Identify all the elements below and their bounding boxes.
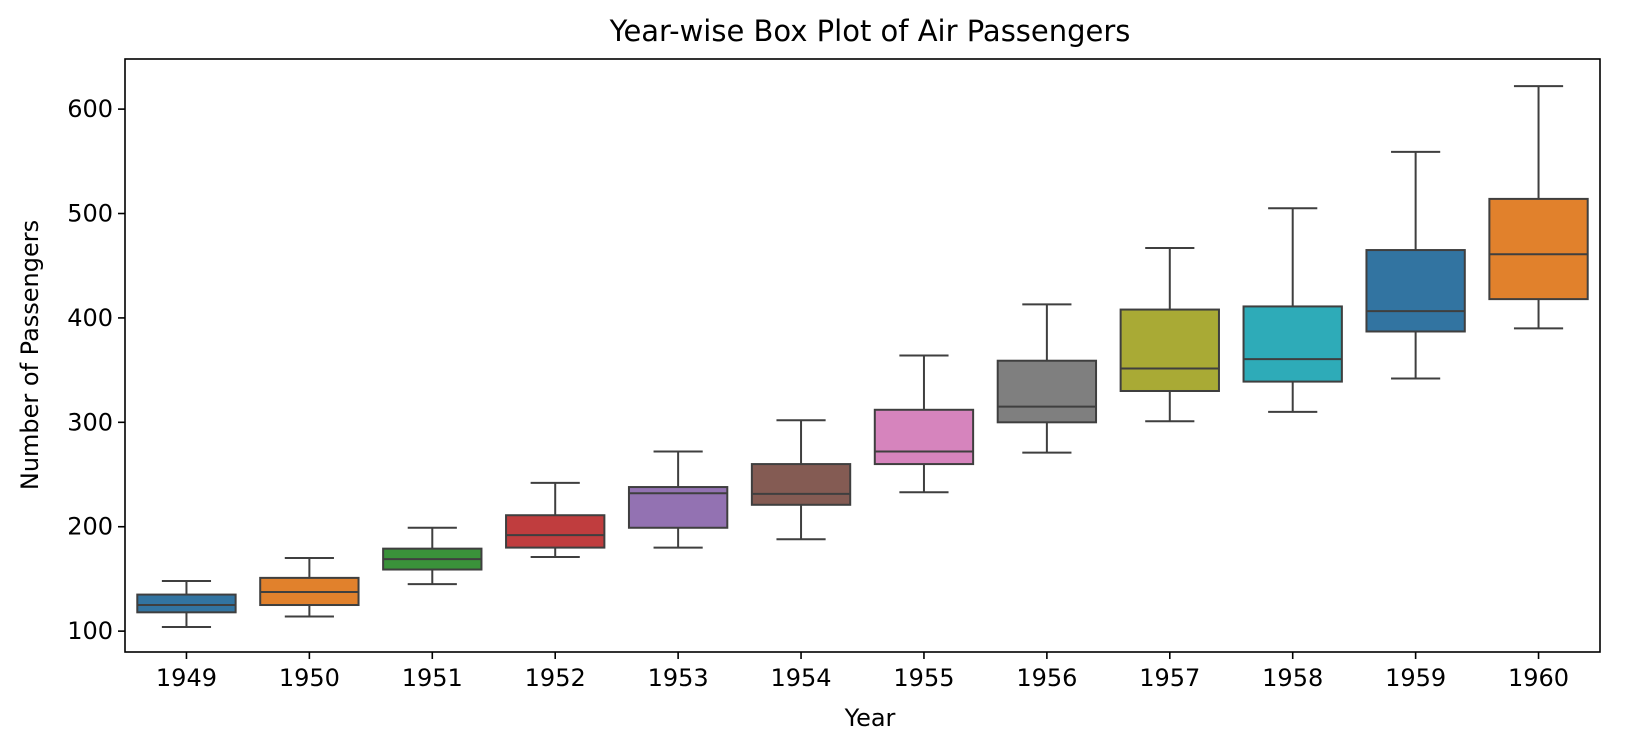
box-1954: [750, 419, 852, 541]
boxes-group: [136, 85, 1589, 628]
y-axis-label: Number of Passengers: [16, 220, 44, 490]
y-axis: 100 200 300 400 500 600: [67, 95, 125, 645]
y-tick-label-100: 100: [67, 617, 113, 645]
x-tick-label-1957: 1957: [1139, 664, 1200, 692]
box-1960: [1488, 85, 1589, 330]
box-1952: [505, 481, 606, 558]
box-1959: [1365, 150, 1466, 380]
box-1958: [1242, 207, 1343, 413]
x-tick-label-1959: 1959: [1385, 664, 1446, 692]
box-1949: [136, 580, 237, 628]
iqr-box-1960: [1488, 197, 1589, 301]
x-tick-label-1953: 1953: [648, 664, 709, 692]
plot-frame: [124, 58, 1601, 653]
box-1953: [627, 450, 729, 549]
iqr-box-1957: [1119, 308, 1220, 392]
box-1951: [382, 526, 483, 586]
iqr-box-1954: [750, 463, 852, 506]
y-tick-label-200: 200: [67, 513, 113, 541]
iqr-box-1956: [996, 359, 1098, 424]
x-tick-label-1950: 1950: [279, 664, 340, 692]
x-tick-label-1955: 1955: [893, 664, 954, 692]
x-tick-label-1951: 1951: [402, 664, 463, 692]
x-tick-label-1949: 1949: [156, 664, 217, 692]
box-1955: [873, 354, 975, 494]
x-tick-label-1952: 1952: [525, 664, 586, 692]
box-1957: [1119, 246, 1220, 423]
iqr-box-1959: [1365, 249, 1466, 333]
y-tick-label-600: 600: [67, 95, 113, 123]
y-tick-label-300: 300: [67, 408, 113, 436]
x-tick-label-1954: 1954: [771, 664, 832, 692]
x-tick-label-1958: 1958: [1262, 664, 1323, 692]
y-tick-label-400: 400: [67, 304, 113, 332]
y-tick-label-500: 500: [67, 200, 113, 228]
box-1950: [259, 557, 360, 618]
box-1956: [996, 303, 1098, 454]
x-tick-label-1956: 1956: [1016, 664, 1077, 692]
iqr-box-1952: [505, 514, 606, 549]
x-axis-label: Year: [844, 704, 896, 732]
iqr-box-1949: [136, 593, 237, 614]
iqr-box-1955: [873, 408, 975, 466]
chart-title: Year-wise Box Plot of Air Passengers: [609, 14, 1131, 48]
iqr-box-1958: [1242, 305, 1343, 383]
x-axis: 1949 1950 1951 1952 1953 1954 1955 1956 1957 1958…: [156, 652, 1569, 692]
x-tick-label-1960: 1960: [1508, 664, 1569, 692]
